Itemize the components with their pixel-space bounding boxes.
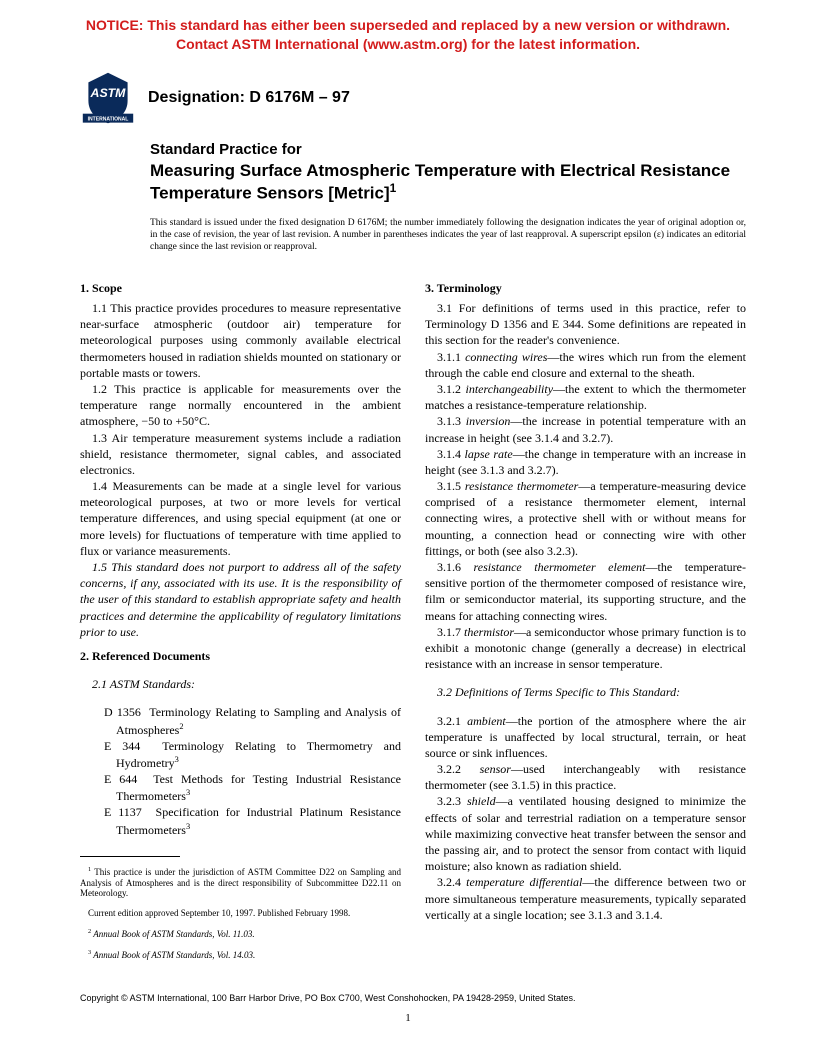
- term-def: 3.1.7 thermistor—a semiconductor whose p…: [425, 624, 746, 673]
- title-block: Standard Practice for Measuring Surface …: [0, 134, 816, 210]
- scope-heading: 1. Scope: [80, 280, 401, 296]
- scope-title: Scope: [92, 281, 122, 295]
- scope-safety: 1.5 This standard does not purport to ad…: [80, 559, 401, 640]
- left-column: 1. Scope 1.1 This practice provides proc…: [80, 272, 401, 970]
- footnote: Current edition approved September 10, 1…: [80, 908, 401, 919]
- title-sup: 1: [390, 181, 397, 195]
- right-column: 3. Terminology 3.1 For definitions of te…: [425, 272, 746, 970]
- term-def: 3.1.5 resistance thermometer—a temperatu…: [425, 478, 746, 559]
- designation: Designation: D 6176M – 97: [148, 87, 350, 109]
- ref-item: E 1137 Specification for Industrial Plat…: [92, 804, 401, 837]
- scope-num: 1.: [80, 281, 89, 295]
- term-def: 3.1.4 lapse rate—the change in temperatu…: [425, 446, 746, 478]
- term-def: 3.1.6 resistance thermometer element—the…: [425, 559, 746, 624]
- term-def: 3.2.4 temperature differential—the diffe…: [425, 874, 746, 923]
- title-intro: Standard Practice for: [150, 140, 756, 160]
- footnote-separator: [80, 856, 180, 857]
- svg-text:ASTM: ASTM: [90, 86, 127, 100]
- title-text: Measuring Surface Atmospheric Temperatur…: [150, 161, 730, 203]
- designation-code: D 6176M – 97: [249, 89, 350, 106]
- ref-item: D 1356 Terminology Relating to Sampling …: [92, 704, 401, 737]
- scope-para: 1.3 Air temperature measurement systems …: [80, 430, 401, 479]
- ref-item: E 344 Terminology Relating to Thermometr…: [92, 738, 401, 771]
- footnote: 3 Annual Book of ASTM Standards, Vol. 14…: [80, 949, 401, 961]
- title-main: Measuring Surface Atmospheric Temperatur…: [150, 160, 756, 204]
- header: ASTM INTERNATIONAL Designation: D 6176M …: [0, 62, 816, 134]
- term-def: 3.2.3 shield—a ventilated housing design…: [425, 793, 746, 874]
- scope-para: 1.2 This practice is applicable for meas…: [80, 381, 401, 430]
- footnote: 2 Annual Book of ASTM Standards, Vol. 11…: [80, 928, 401, 940]
- refs-title: Referenced Documents: [92, 649, 210, 663]
- copyright: Copyright © ASTM International, 100 Barr…: [80, 992, 576, 1004]
- issue-note: This standard is issued under the fixed …: [0, 210, 816, 266]
- footnote: 1 This practice is under the jurisdictio…: [80, 866, 401, 899]
- notice-banner: NOTICE: This standard has either been su…: [0, 0, 816, 62]
- term-num: 3.: [425, 281, 434, 295]
- svg-text:INTERNATIONAL: INTERNATIONAL: [88, 116, 129, 122]
- designation-prefix: Designation:: [148, 89, 249, 106]
- term-def: 3.2.1 ambient—the portion of the atmosph…: [425, 713, 746, 762]
- term-title: Terminology: [437, 281, 502, 295]
- refs-num: 2.: [80, 649, 89, 663]
- term-heading: 3. Terminology: [425, 280, 746, 296]
- term-sub2: 3.2 Definitions of Terms Specific to Thi…: [425, 684, 746, 700]
- scope-para: 1.4 Measurements can be made at a single…: [80, 478, 401, 559]
- term-def: 3.1.2 interchangeability—the extent to w…: [425, 381, 746, 413]
- term-def: 3.1.1 connecting wires—the wires which r…: [425, 349, 746, 381]
- astm-logo: ASTM INTERNATIONAL: [80, 70, 136, 126]
- body-columns: 1. Scope 1.1 This practice provides proc…: [0, 266, 816, 970]
- ref-item: E 644 Test Methods for Testing Industria…: [92, 771, 401, 804]
- scope-para: 1.1 This practice provides procedures to…: [80, 300, 401, 381]
- refs-heading: 2. Referenced Documents: [80, 648, 401, 664]
- page-number: 1: [0, 1011, 816, 1026]
- term-intro: 3.1 For definitions of terms used in thi…: [425, 300, 746, 349]
- term-def: 3.2.2 sensor—used interchangeably with r…: [425, 761, 746, 793]
- term-def: 3.1.3 inversion—the increase in potentia…: [425, 413, 746, 445]
- refs-sub: 2.1 ASTM Standards:: [80, 676, 401, 692]
